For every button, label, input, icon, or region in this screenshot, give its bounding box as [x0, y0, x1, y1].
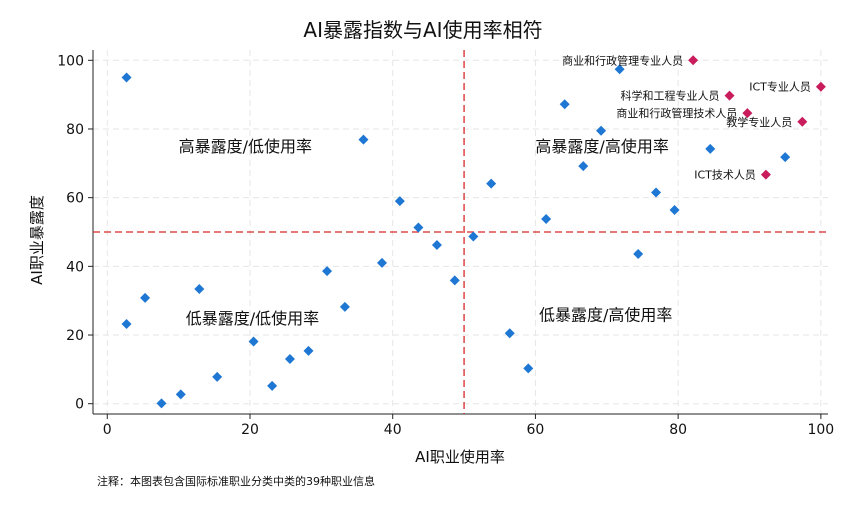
- data-point: [413, 222, 424, 233]
- highlight-point: [688, 55, 699, 66]
- data-point: [651, 187, 662, 198]
- chart-note: 注释：本图表包含国际标准职业分类中类的39种职业信息: [97, 474, 375, 488]
- data-point: [121, 72, 132, 83]
- x-tick-label: 0: [103, 422, 112, 438]
- data-point: [322, 266, 333, 277]
- quadrant-label: 高暴露度/高使用率: [535, 137, 668, 156]
- data-point: [248, 336, 259, 347]
- data-point: [175, 389, 186, 400]
- x-axis-label: AI职业使用率: [415, 448, 505, 466]
- data-point: [486, 178, 497, 189]
- data-point: [669, 205, 680, 216]
- quadrant-label: 低暴露度/高使用率: [539, 305, 672, 324]
- point-labels: 商业和行政管理专业人员 ICT专业人员科学和工程专业人员商业和行政管理技术人员教学…: [562, 53, 811, 181]
- data-point: [633, 248, 644, 259]
- y-tick-label: 60: [66, 191, 84, 207]
- data-point: [578, 161, 589, 172]
- data-point: [358, 134, 369, 145]
- data-point: [194, 284, 205, 295]
- point-label: ICT技术人员: [694, 169, 756, 182]
- data-point: [541, 213, 552, 224]
- data-point: [705, 143, 716, 154]
- y-tick-label: 100: [57, 53, 84, 69]
- data-point: [212, 371, 223, 382]
- data-point: [449, 275, 460, 286]
- x-tick-label: 60: [527, 422, 545, 438]
- y-tick-label: 40: [66, 259, 84, 275]
- data-point: [559, 99, 570, 110]
- y-tick-label: 0: [75, 397, 84, 413]
- point-label: 教学专业人员: [726, 115, 792, 129]
- x-tick-label: 20: [241, 422, 259, 438]
- highlight-point: [760, 169, 771, 180]
- data-point: [267, 380, 278, 391]
- x-tick-label: 100: [807, 422, 834, 438]
- data-point: [339, 301, 350, 312]
- data-point: [303, 345, 314, 356]
- highlight-point: [815, 81, 826, 92]
- data-point: [504, 328, 515, 339]
- data-point: [156, 398, 167, 409]
- data-point: [431, 240, 442, 251]
- y-axis-label: AI职业暴露度: [28, 195, 46, 285]
- data-point: [377, 257, 388, 268]
- x-tick-label: 40: [384, 422, 402, 438]
- y-tick-label: 20: [66, 328, 84, 344]
- data-point: [284, 354, 295, 365]
- data-point: [140, 292, 151, 303]
- chart-title: AI暴露指数与AI使用率相符: [303, 18, 542, 42]
- quadrant-label: 低暴露度/低使用率: [186, 309, 319, 328]
- data-point: [596, 125, 607, 136]
- data-point: [780, 152, 791, 163]
- axes: 0 20 40 60 80 100 0 20 40 60 80 100: [57, 50, 834, 438]
- y-tick-label: 80: [66, 122, 84, 138]
- point-label: 商业和行政管理技术人员: [616, 106, 737, 120]
- data-points: [121, 55, 826, 409]
- point-label: ICT专业人员: [749, 80, 811, 94]
- quadrant-label: 高暴露度/低使用率: [179, 137, 312, 156]
- reference-lines: [93, 50, 828, 414]
- data-point: [394, 196, 405, 207]
- point-label: 商业和行政管理专业人员: [562, 53, 683, 67]
- x-tick-label: 80: [669, 422, 687, 438]
- data-point: [121, 319, 132, 330]
- highlight-point: [724, 90, 735, 101]
- highlight-point: [797, 116, 808, 127]
- highlight-point: [742, 108, 753, 119]
- data-point: [614, 64, 625, 75]
- point-label: 科学和工程专业人员: [621, 89, 720, 103]
- data-point: [523, 363, 534, 374]
- data-point: [468, 231, 479, 242]
